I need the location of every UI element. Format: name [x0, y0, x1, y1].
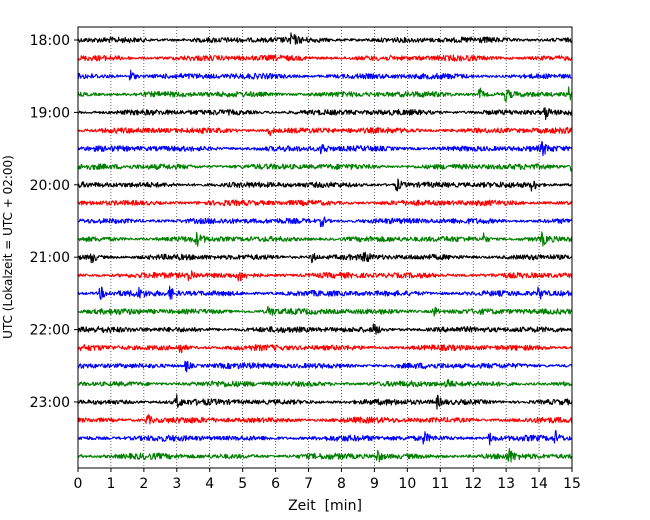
x-tick-label: 13: [497, 476, 515, 492]
x-tick-label: 8: [337, 476, 346, 492]
plot-frame: [77, 26, 573, 469]
y-tick-label: 21:00: [30, 250, 70, 266]
trace-2200: [77, 323, 573, 335]
trace-2215: [77, 344, 573, 354]
x-tick-label: 4: [205, 476, 214, 492]
y-tick-label: 18:00: [30, 33, 70, 49]
x-tick-label: 2: [139, 476, 148, 492]
trace-2000: [77, 178, 573, 192]
y-axis-ticks: 18:00 19:00 20:00 21:00 22:00 23:00: [30, 33, 78, 411]
x-tick-label: 15: [563, 476, 581, 492]
trace-1945: [77, 163, 573, 172]
x-tick-label: 10: [398, 476, 416, 492]
x-axis-label: Zeit [min]: [288, 498, 362, 514]
trace-2030: [77, 216, 573, 228]
x-tick-label: 6: [271, 476, 280, 492]
x-tick-label: 3: [172, 476, 181, 492]
trace-1900: [77, 107, 573, 121]
y-tick-label: 19:00: [30, 105, 70, 121]
x-tick-label: 11: [431, 476, 449, 492]
x-tick-label: 12: [464, 476, 482, 492]
x-tick-label: 9: [370, 476, 379, 492]
x-tick-label: 1: [106, 476, 115, 492]
trace-1800: [77, 32, 573, 45]
trace-2045: [77, 231, 573, 247]
trace-1815: [77, 54, 573, 62]
x-tick-label: 5: [238, 476, 247, 492]
y-tick-label: 20:00: [30, 178, 70, 194]
trace-2330: [77, 429, 573, 446]
trace-2300: [77, 394, 573, 410]
trace-2145: [77, 305, 573, 317]
trace-1915: [77, 126, 573, 137]
trace-2345: [77, 447, 573, 463]
trace-1845: [77, 86, 573, 102]
trace-2230: [77, 360, 573, 373]
x-axis-ticks: 0 1 2 3 4 5 6 7 8 9 10 11 12 13 14 15: [74, 468, 581, 492]
y-tick-label: 22:00: [30, 323, 70, 339]
y-tick-label: 23:00: [30, 395, 70, 411]
seismic-traces: [77, 32, 573, 463]
trace-1830: [77, 69, 573, 81]
trace-2115: [77, 270, 573, 282]
trace-2245: [77, 379, 573, 388]
x-tick-label: 7: [304, 476, 313, 492]
x-tick-label: 14: [530, 476, 548, 492]
trace-1930: [77, 140, 573, 157]
trace-2315: [77, 414, 573, 425]
trace-2015: [77, 199, 573, 207]
y-axis-label: UTC (Lokalzeit = UTC + 02:00): [1, 155, 15, 339]
x-tick-label: 0: [74, 476, 83, 492]
trace-2100: [77, 251, 573, 264]
trace-2130: [77, 285, 573, 300]
